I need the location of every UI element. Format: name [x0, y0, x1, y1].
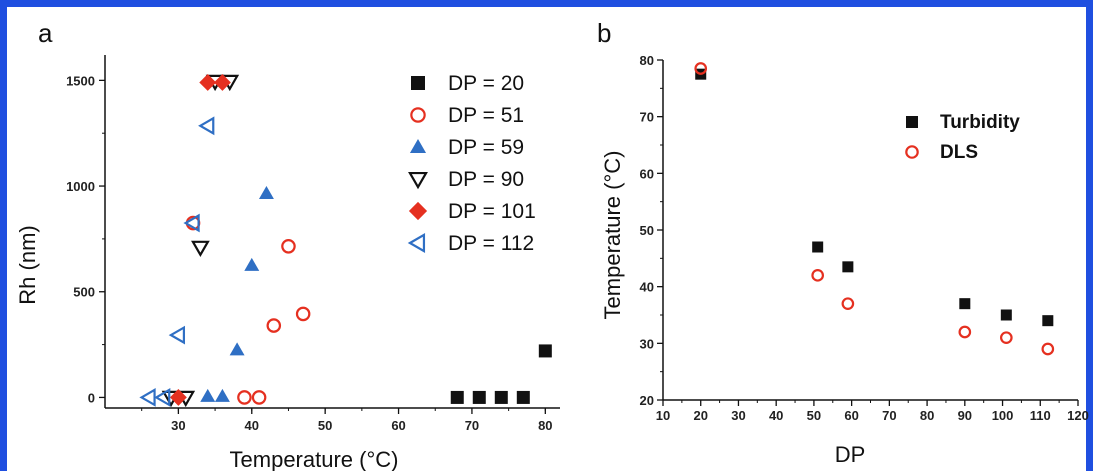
legend-label-a: DP = 101 — [448, 200, 536, 223]
legend-marker-a — [408, 201, 428, 221]
legend-marker-a — [411, 76, 425, 90]
chart-a: a 30 40 50 60 70 80 0 500 1000 1500 Temperature (… — [15, 18, 560, 471]
data-point-a — [229, 342, 245, 356]
legend-label-a: DP = 112 — [448, 232, 534, 255]
data-point-a — [200, 388, 216, 402]
y-tick-label-a: 0 — [88, 390, 95, 405]
x-tick-label-a: 60 — [391, 418, 405, 433]
legend-label-a: DP = 51 — [448, 104, 524, 127]
data-point-a — [237, 390, 252, 405]
data-point-a — [139, 388, 156, 407]
data-point-a — [191, 240, 210, 258]
data-point-a — [213, 74, 231, 91]
data-point-a — [266, 318, 282, 333]
x-axis-label-a: Temperature (°C) — [230, 447, 399, 471]
y-tick-label-a: 1000 — [66, 179, 95, 194]
legend-marker-a — [408, 171, 428, 190]
data-point-a — [199, 74, 217, 91]
legend-marker-a — [407, 233, 426, 253]
y-tick-label-a: 1500 — [66, 73, 95, 88]
x-tick-label-a: 70 — [465, 418, 479, 433]
legend-marker-a — [410, 107, 426, 123]
data-point-a — [168, 325, 186, 345]
x-tick-label-a: 40 — [245, 418, 259, 433]
data-point-a — [494, 390, 508, 404]
data-point-a — [154, 388, 171, 407]
data-point-a — [251, 390, 267, 405]
legend-marker-a — [409, 138, 427, 153]
data-point-a — [214, 388, 230, 402]
data-point-a — [244, 257, 260, 271]
panel-label-a: a — [38, 18, 53, 48]
legend-label-a: DP = 20 — [448, 72, 524, 95]
x-tick-label-a: 30 — [171, 418, 185, 433]
data-point-a — [450, 390, 464, 404]
data-point-a — [295, 306, 311, 322]
x-tick-label-a: 50 — [318, 418, 332, 433]
x-tick-label-a: 80 — [538, 418, 552, 433]
data-point-a — [281, 239, 296, 254]
data-point-a — [538, 344, 552, 358]
legend-label-a: DP = 90 — [448, 168, 524, 191]
data-point-a — [258, 185, 274, 199]
y-tick-label-a: 500 — [73, 285, 95, 300]
data-point-a — [472, 390, 486, 404]
data-point-a — [516, 390, 530, 404]
y-axis-label-a: Rh (nm) — [15, 225, 40, 304]
data-point-a — [183, 213, 200, 233]
data-point-a — [198, 116, 215, 136]
data-point-a — [169, 388, 187, 406]
legend-label-a: DP = 59 — [448, 136, 524, 159]
